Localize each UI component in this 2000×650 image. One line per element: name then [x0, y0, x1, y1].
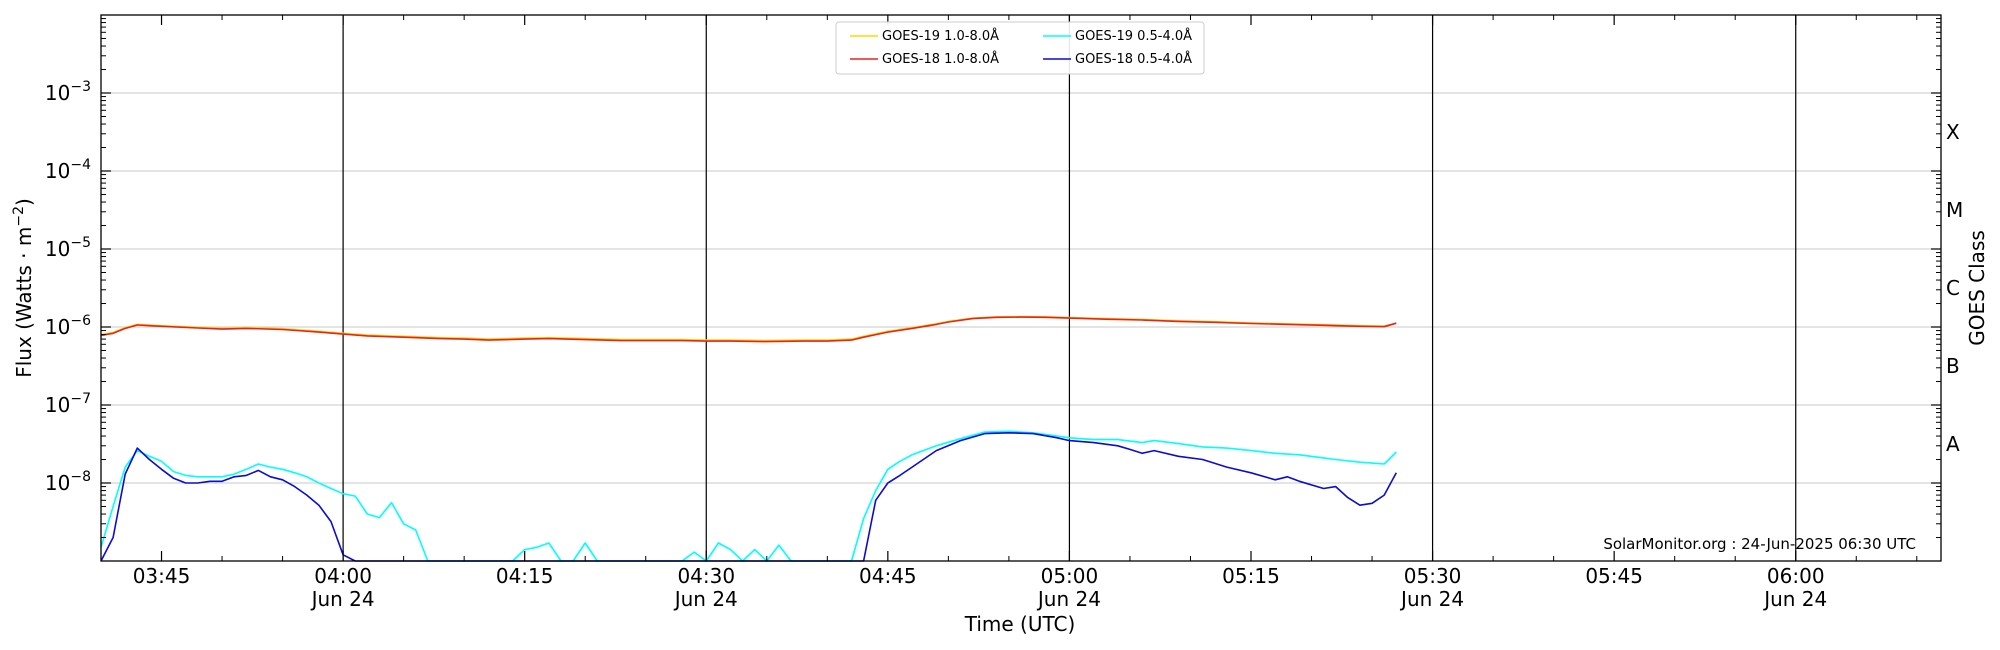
legend-box	[835, 21, 1205, 75]
legend: GOES-19 1.0-8.0Å GOES-18 1.0-8.0Å GOES-19 …	[835, 21, 1205, 75]
x-tick-label: 04:00	[314, 564, 372, 588]
right-axis-title: GOES Class	[1965, 230, 1989, 346]
y-tick-label: 10−4	[45, 157, 91, 183]
goes-class-label: M	[1946, 198, 1963, 222]
legend-label-2: GOES-18 1.0-8.0Å	[882, 51, 999, 67]
y-tick-label: 10−5	[45, 235, 91, 261]
x-tick-label: 05:00	[1041, 564, 1099, 588]
x-tick-label: 03:45	[133, 564, 191, 588]
y-tick-label: 10−8	[45, 469, 91, 495]
x-tick-label: 06:00	[1767, 564, 1825, 588]
goes-class-label: C	[1946, 276, 1960, 300]
series-line-3	[100, 430, 1397, 562]
x-tick-date-label: Jun 24	[1036, 587, 1101, 611]
x-tick-date-label: Jun 24	[1762, 587, 1827, 611]
series-line-2	[100, 316, 1397, 343]
legend-label-3: GOES-19 0.5-4.0Å	[1075, 28, 1192, 44]
goes-class-label: B	[1946, 354, 1960, 378]
x-tick-date-label: Jun 24	[673, 587, 738, 611]
horizontal-gridlines	[101, 92, 1941, 484]
x-tick-label: 04:45	[859, 564, 917, 588]
y-axis-title: Flux (Watts · m−2)	[11, 198, 36, 378]
x-axis-title: Time (UTC)	[964, 612, 1076, 636]
x-tick-label: 05:45	[1585, 564, 1643, 588]
x-tick-label: 05:15	[1222, 564, 1280, 588]
y-tick-label: 10−3	[45, 79, 91, 105]
legend-label-1: GOES-19 1.0-8.0Å	[882, 28, 999, 44]
legend-label-4: GOES-18 0.5-4.0Å	[1075, 51, 1192, 67]
vertical-marker-lines	[342, 15, 1797, 561]
goes-class-labels: A B C M X	[1946, 120, 1963, 456]
y-tick-labels: 10−8 10−7 10−6 10−5 10−4 10−3	[45, 79, 91, 495]
series-lines	[100, 315, 1398, 562]
goes-class-label: X	[1946, 120, 1960, 144]
credit-text: SolarMonitor.org : 24-Jun-2025 06:30 UTC	[1603, 535, 1916, 553]
x-tick-label: 04:30	[677, 564, 735, 588]
plot-area	[100, 14, 1942, 562]
x-tick-date-label: Jun 24	[310, 587, 375, 611]
x-tick-label: 05:30	[1404, 564, 1462, 588]
series-line-4	[100, 431, 1398, 562]
x-tick-label: 04:15	[496, 564, 554, 588]
y-tick-label: 10−7	[45, 391, 91, 417]
x-tick-date-label: Jun 24	[1399, 587, 1464, 611]
goes-class-label: A	[1946, 432, 1960, 456]
y-tick-label: 10−6	[45, 313, 91, 339]
axis-ticks	[100, 15, 1941, 561]
plot-frame	[100, 14, 1942, 562]
